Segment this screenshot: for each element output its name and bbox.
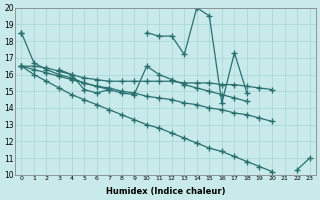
X-axis label: Humidex (Indice chaleur): Humidex (Indice chaleur) [106, 187, 225, 196]
